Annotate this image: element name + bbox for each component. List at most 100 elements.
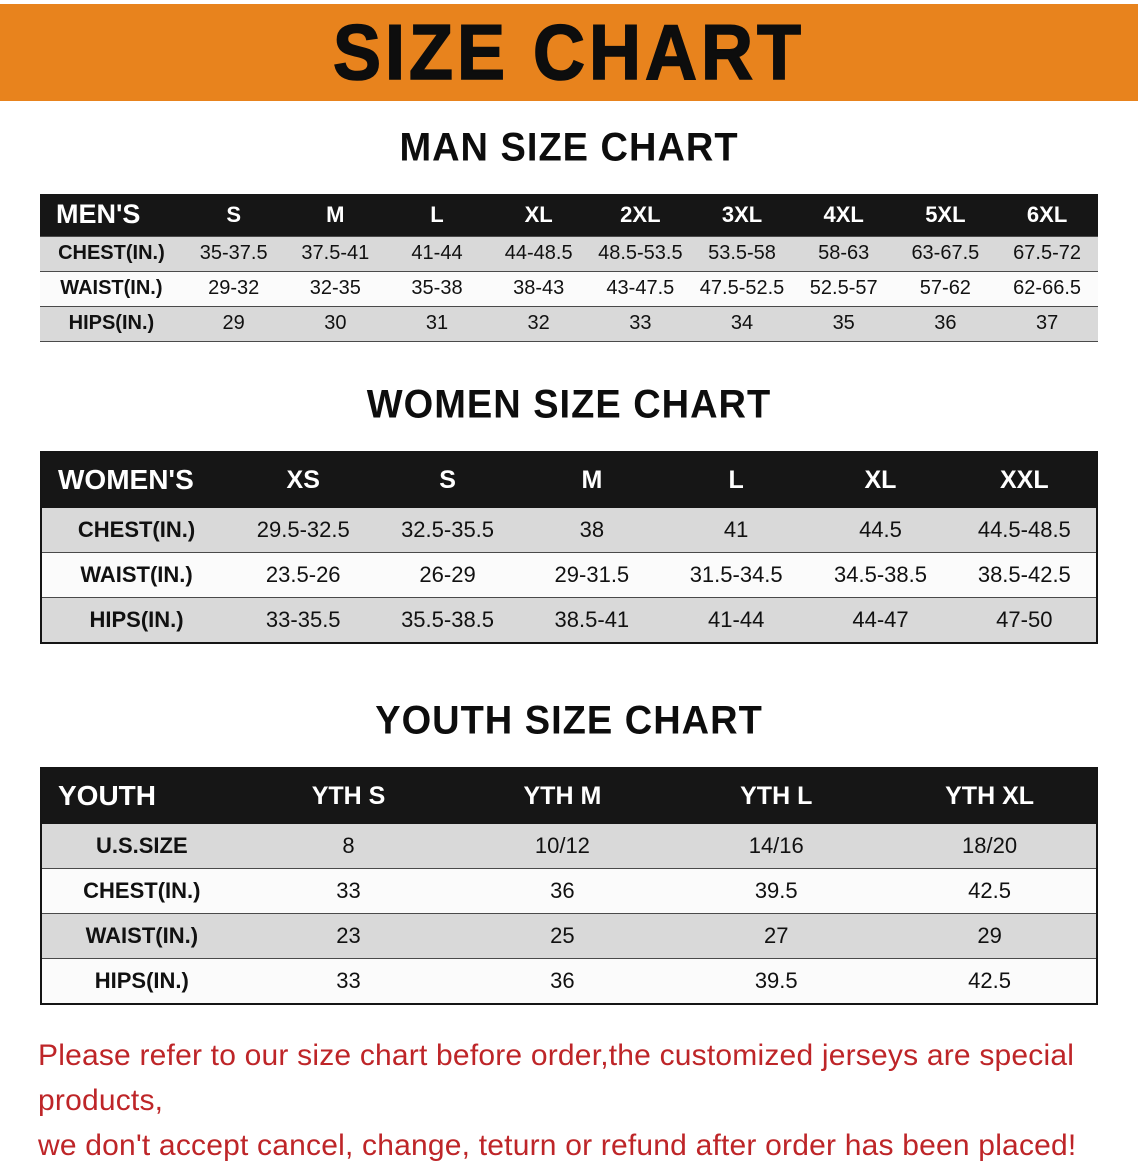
size-value-cell: 39.5: [754, 878, 798, 903]
size-value-cell: 23: [336, 923, 361, 948]
size-value-cell: 35-38: [411, 277, 463, 299]
table-row: WAIST(IN.) 29-32 32-35 35-38 38-43 43-47.5 47.…: [40, 271, 1098, 306]
size-value-cell: 67.5-72: [1013, 242, 1082, 264]
size-value-cell: 47-50: [996, 606, 1053, 632]
size-value-cell: 35.5-38.5: [401, 606, 495, 632]
size-value-cell: 29-31.5: [554, 562, 630, 587]
disclaimer-line-2: we don't accept cancel, change, teturn o…: [38, 1128, 1077, 1162]
table-row: WAIST(IN.) 23 25 27 29: [41, 913, 1097, 959]
size-value-cell: 33: [629, 312, 652, 334]
table-group-label: YOUTH: [41, 767, 242, 824]
size-value-cell: 34.5-38.5: [834, 562, 927, 587]
size-column-header: L: [664, 451, 809, 508]
row-label: CHEST(IN.): [83, 878, 201, 903]
table-row: HIPS(IN.) 29 30 31 32 33 34 35 36 37: [40, 306, 1098, 341]
size-value-cell: 36: [934, 312, 957, 334]
youth-section-heading: YOUTH SIZE CHART: [375, 698, 763, 743]
size-value-cell: 29: [222, 312, 245, 334]
women-size-table: WOMEN'S XS S M L XL XXL CHEST(IN.) 29.5-32.5 32.…: [40, 450, 1098, 644]
row-label: WAIST(IN.): [80, 562, 193, 587]
size-value-cell: 26-29: [419, 562, 476, 587]
size-value-cell: 38.5-41: [554, 606, 630, 632]
men-section-heading: MAN SIZE CHART: [399, 125, 739, 171]
size-value-cell: 38-43: [513, 277, 565, 299]
size-column-header: L: [386, 194, 488, 236]
row-label: U.S.SIZE: [95, 832, 188, 858]
table-header-row: MEN'S S M L XL 2XL 3XL 4XL 5XL 6XL: [40, 194, 1098, 236]
size-value-cell: 35: [832, 312, 855, 334]
row-label: HIPS(IN.): [89, 606, 184, 632]
size-value-cell: 41-44: [411, 242, 463, 264]
size-value-cell: 53.5-58: [708, 242, 776, 264]
size-value-cell: 42.5: [968, 967, 1011, 993]
size-column-header: YTH XL: [883, 767, 1097, 824]
size-value-cell: 48.5-53.5: [598, 242, 683, 264]
table-header-row: YOUTH YTH S YTH M YTH L YTH XL: [41, 767, 1097, 824]
size-value-cell: 44.5-48.5: [977, 516, 1071, 542]
size-value-cell: 33: [336, 967, 361, 993]
size-value-cell: 44.5: [859, 516, 902, 542]
size-value-cell: 10/12: [534, 832, 590, 858]
size-value-cell: 31: [425, 312, 449, 334]
table-group-label: MEN'S: [40, 194, 183, 236]
size-value-cell: 52.5-57: [809, 277, 878, 299]
size-value-cell: 38: [579, 516, 605, 542]
size-value-cell: 41-44: [708, 606, 765, 632]
size-value-cell: 44-47: [852, 606, 909, 632]
size-value-cell: 31.5-34.5: [689, 562, 783, 587]
size-column-header: M: [284, 194, 387, 236]
row-label: WAIST(IN.): [85, 923, 199, 948]
size-column-header: S: [375, 451, 520, 508]
row-label: CHEST(IN.): [58, 242, 165, 264]
size-column-header: M: [519, 451, 665, 508]
size-value-cell: 43-47.5: [606, 277, 675, 299]
size-value-cell: 37: [1035, 312, 1059, 334]
size-value-cell: 39.5: [754, 967, 798, 993]
disclaimer-line-1: Please refer to our size chart before or…: [38, 1038, 1075, 1117]
size-chart-banner: SIZE CHART: [0, 4, 1138, 101]
size-column-header: XXL: [952, 451, 1097, 508]
size-value-cell: 35-37.5: [199, 242, 268, 264]
size-column-header: XL: [487, 194, 590, 236]
youth-size-table: YOUTH YTH S YTH M YTH L YTH XL U.S.SIZE 8 10/1…: [40, 766, 1098, 1005]
row-label: HIPS(IN.): [94, 967, 189, 993]
table-row: HIPS(IN.) 33 36 39.5 42.5: [41, 958, 1097, 1004]
size-value-cell: 44-48.5: [504, 242, 573, 264]
table-row: WAIST(IN.) 23.5-26 26-29 29-31.5 31.5-34.5 34…: [41, 552, 1097, 598]
size-value-cell: 32-35: [309, 277, 361, 299]
size-column-header: XL: [808, 451, 953, 508]
row-label: HIPS(IN.): [68, 312, 155, 334]
size-value-cell: 38.5-42.5: [977, 562, 1071, 587]
women-section-heading: WOMEN SIZE CHART: [366, 382, 772, 427]
size-value-cell: 62-66.5: [1013, 277, 1082, 299]
size-column-header: YTH L: [669, 767, 884, 824]
size-value-cell: 25: [550, 923, 575, 948]
size-column-header: YTH M: [455, 767, 670, 824]
size-value-cell: 34: [730, 312, 754, 334]
table-header-row: WOMEN'S XS S M L XL XXL: [41, 451, 1097, 508]
row-label: CHEST(IN.): [77, 516, 196, 542]
size-column-header: 5XL: [894, 194, 997, 236]
table-row: U.S.SIZE 8 10/12 14/16 18/20: [41, 823, 1097, 869]
table-row: CHEST(IN.) 35-37.5 37.5-41 41-44 44-48.5 48.5…: [40, 236, 1098, 271]
page-title: SIZE CHART: [332, 8, 805, 96]
size-value-cell: 33-35.5: [265, 606, 341, 632]
table-row: CHEST(IN.) 33 36 39.5 42.5: [41, 868, 1097, 914]
size-value-cell: 42.5: [968, 878, 1011, 903]
size-column-header: 4XL: [792, 194, 895, 236]
disclaimer-text: Please refer to our size chart before or…: [38, 1033, 1100, 1168]
size-value-cell: 29.5-32.5: [256, 516, 350, 542]
size-column-header: S: [182, 194, 285, 236]
size-value-cell: 30: [324, 312, 347, 334]
size-value-cell: 57-62: [919, 277, 971, 299]
size-value-cell: 29-32: [208, 277, 260, 299]
table-group-label: WOMEN'S: [41, 451, 232, 508]
size-value-cell: 32: [527, 312, 550, 334]
table-row: HIPS(IN.) 33-35.5 35.5-38.5 38.5-41 41-44 44-…: [41, 597, 1097, 643]
size-value-cell: 36: [550, 967, 575, 993]
size-column-header: 3XL: [691, 194, 793, 236]
size-column-header: 2XL: [589, 194, 692, 236]
row-label: WAIST(IN.): [60, 277, 163, 299]
size-value-cell: 37.5-41: [301, 242, 370, 264]
size-value-cell: 23.5-26: [265, 562, 341, 587]
